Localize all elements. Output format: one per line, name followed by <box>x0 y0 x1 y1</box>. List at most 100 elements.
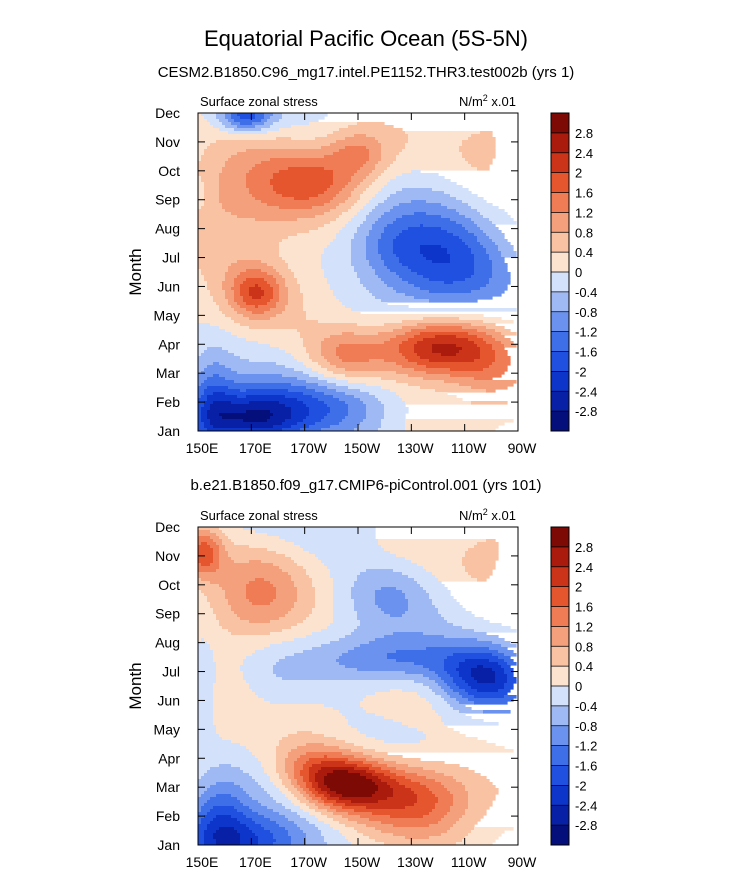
contour-cell <box>408 338 424 342</box>
contour-cell <box>198 365 208 369</box>
contour-cell <box>306 743 325 747</box>
contour-cell <box>288 773 295 777</box>
contour-cell <box>279 287 289 291</box>
contour-cell <box>204 593 226 597</box>
contour-cell <box>321 419 343 423</box>
contour-cell <box>315 803 325 807</box>
contour-cell <box>411 200 427 204</box>
contour-cell <box>318 383 337 387</box>
contour-cell <box>303 788 310 792</box>
contour-cell <box>198 761 262 765</box>
contour-cell <box>198 386 208 390</box>
contour-cell <box>423 665 445 669</box>
contour-cell <box>231 116 241 120</box>
contour-cell <box>249 293 265 297</box>
contour-cell <box>477 542 499 546</box>
contour-cell <box>201 413 208 417</box>
contour-cell <box>483 338 496 342</box>
contour-cell <box>396 371 427 375</box>
contour-cell <box>267 773 280 777</box>
contour-cell <box>354 269 376 273</box>
contour-cell <box>246 278 265 282</box>
contour-cell <box>444 662 460 666</box>
contour-cell <box>327 809 337 813</box>
contour-cell <box>198 185 205 189</box>
contour-cell <box>393 221 457 225</box>
contour-cell <box>198 662 217 666</box>
contour-cell <box>279 566 304 570</box>
contour-cell <box>285 404 307 408</box>
contour-cell <box>441 686 451 690</box>
contour-cell <box>210 563 220 567</box>
contour-cell <box>381 767 397 771</box>
contour-cell <box>249 326 403 330</box>
contour-cell <box>402 263 475 267</box>
contour-cell <box>345 368 415 372</box>
contour-cell <box>231 212 325 216</box>
contour-cell <box>477 167 490 171</box>
panel-subtitle: b.e21.B1850.f09_g17.CMIP6-piControl.001 … <box>190 477 541 494</box>
contour-cell <box>381 377 424 381</box>
contour-cell <box>390 815 424 819</box>
contour-cell <box>483 710 511 714</box>
contour-cell <box>348 758 367 762</box>
contour-cell <box>378 788 394 792</box>
contour-cell <box>294 773 301 777</box>
contour-cell <box>285 767 295 771</box>
contour-cell <box>333 812 349 816</box>
contour-cell <box>204 815 217 819</box>
contour-cell <box>441 818 460 822</box>
contour-cell <box>390 785 406 789</box>
contour-cell <box>384 416 406 420</box>
contour-cell <box>327 785 379 789</box>
contour-cell <box>327 380 349 384</box>
contour-cell <box>324 155 370 159</box>
contour-cell <box>309 770 319 774</box>
contour-cell <box>273 425 292 429</box>
contour-cell <box>378 140 409 144</box>
contour-cell <box>243 788 265 792</box>
contour-cell <box>432 602 460 606</box>
contour-cell <box>279 119 319 123</box>
contour-cell <box>348 209 361 213</box>
contour-cell <box>201 638 205 642</box>
contour-cell <box>303 308 352 312</box>
contour-cell <box>210 797 238 801</box>
contour-cell <box>207 428 283 431</box>
contour-cell <box>306 386 328 390</box>
contour-cell <box>387 167 478 171</box>
contour-cell <box>294 272 325 276</box>
contour-cell <box>240 836 259 840</box>
contour-cell <box>405 356 421 360</box>
contour-cell <box>240 821 256 825</box>
contour-cell <box>303 344 322 348</box>
contour-cell <box>384 842 457 845</box>
contour-cell <box>414 347 433 351</box>
contour-cell <box>435 794 454 798</box>
contour-cell <box>468 161 493 165</box>
contour-cell <box>474 695 505 699</box>
contour-cell <box>327 281 361 285</box>
contour-cell <box>456 344 478 348</box>
contour-cell <box>279 773 289 777</box>
contour-cell <box>351 194 361 198</box>
contour-cell <box>252 167 289 171</box>
contour-cell <box>336 140 379 144</box>
contour-cell <box>315 215 340 219</box>
contour-cell <box>405 293 502 297</box>
contour-cell <box>480 347 493 351</box>
contour-cell <box>219 308 235 312</box>
contour-cell <box>270 632 313 636</box>
contour-cell <box>480 131 493 135</box>
contour-cell <box>198 821 202 825</box>
contour-cell <box>315 809 328 813</box>
contour-cell <box>252 776 271 780</box>
contour-cell <box>270 299 280 303</box>
contour-cell <box>228 266 274 270</box>
contour-cell <box>378 248 394 252</box>
contour-cell <box>327 188 343 192</box>
contour-cell <box>207 395 238 399</box>
contour-cell <box>273 809 292 813</box>
contour-cell <box>288 299 304 303</box>
contour-cell <box>279 401 304 405</box>
